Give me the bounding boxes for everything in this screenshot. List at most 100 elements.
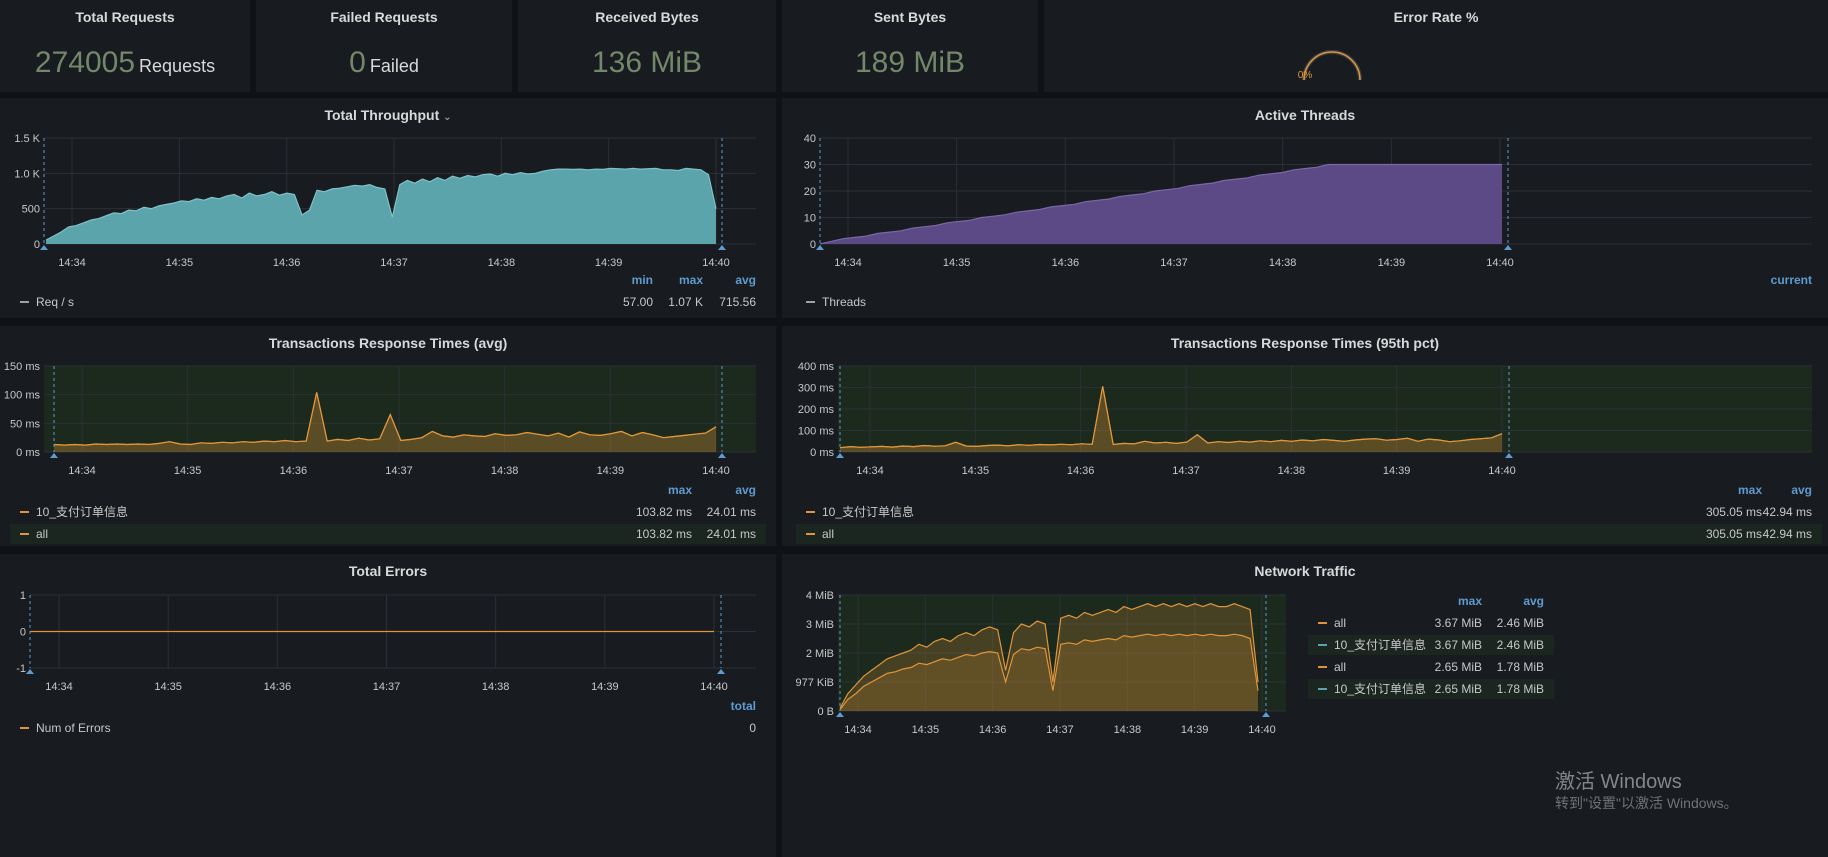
legend-value: 0 xyxy=(749,721,756,735)
series-line xyxy=(45,167,717,241)
x-tick-label: 14:37 xyxy=(380,257,408,269)
stat-received-bytes: Received Bytes 136 MiB xyxy=(518,0,776,92)
y-tick-label: 50 ms xyxy=(10,418,40,430)
legend-value: 57.00 xyxy=(623,295,653,309)
legend-header: max xyxy=(1738,483,1762,497)
x-tick-label: 14:36 xyxy=(264,681,292,693)
y-tick-label: 100 ms xyxy=(4,390,41,402)
legend-value: 305.05 ms xyxy=(1706,505,1762,519)
errors-chart: 1 0 -1 14:34 14:35 14:36 14:37 14:38 14:39 14:40t… xyxy=(16,590,756,735)
series-area xyxy=(840,386,1502,452)
stat-number: 274005 xyxy=(34,46,136,79)
stat-unit: Requests xyxy=(139,56,216,76)
x-tick-label: 14:40 xyxy=(702,257,730,269)
legend-header: avg xyxy=(1791,483,1812,497)
x-tick-label: 14:36 xyxy=(1067,465,1095,477)
x-tick-label: 14:34 xyxy=(58,257,86,269)
x-tick-label: 14:34 xyxy=(834,257,862,269)
stat-value: 274005 Requests xyxy=(0,46,250,80)
panel-title: Error Rate % xyxy=(1393,9,1479,25)
chevron-down-icon[interactable]: ⌄ xyxy=(443,112,452,123)
network-chart: 4 MiB 3 MiB 2 MiB 977 KiB 0 B 14:34 14:35 14:36… xyxy=(795,590,1554,736)
y-tick-label: 1.0 K xyxy=(14,168,40,180)
time-marker-handle xyxy=(718,453,726,458)
y-tick-label: 400 ms xyxy=(798,361,835,373)
x-tick-label: 14:40 xyxy=(702,465,730,477)
x-tick-label: 14:37 xyxy=(1160,257,1188,269)
x-tick-label: 14:35 xyxy=(912,724,940,736)
x-tick-label: 14:38 xyxy=(1114,724,1142,736)
x-tick-label: 14:39 xyxy=(1383,465,1411,477)
x-tick-label: 14:39 xyxy=(591,681,619,693)
panel-total-errors: Total Errors 1 0 -1 14:34 14:35 14:36 14:37 14:… xyxy=(0,554,776,857)
stat-value: 136 MiB xyxy=(591,46,703,79)
legend-header: current xyxy=(1771,273,1812,287)
legend-row-stripe xyxy=(796,524,1822,544)
legend-header: avg xyxy=(735,273,756,287)
x-tick-label: 14:35 xyxy=(962,465,990,477)
legend-value: 3.67 MiB xyxy=(1435,616,1482,630)
stat-unit: Failed xyxy=(369,56,419,76)
panel-title[interactable]: Total Throughput ⌄ xyxy=(0,107,776,123)
panel-title: Total Errors xyxy=(348,563,428,579)
legend-series-name: 10_支付订单信息 xyxy=(36,504,128,519)
x-tick-label: 14:38 xyxy=(491,465,519,477)
x-tick-label: 14:35 xyxy=(943,257,971,269)
legend-row-stripe xyxy=(1308,679,1554,699)
series-area xyxy=(840,386,1502,452)
x-tick-label: 14:40 xyxy=(1486,257,1514,269)
legend-value: 3.67 MiB xyxy=(1435,638,1482,652)
legend-value: 305.05 ms xyxy=(1706,527,1762,541)
y-tick-label: 1.5 K xyxy=(14,133,40,145)
panel-title: Transactions Response Times (95th pct) xyxy=(1170,335,1440,351)
y-tick-label: 300 ms xyxy=(798,383,835,395)
x-tick-label: 14:37 xyxy=(385,465,413,477)
series-line xyxy=(839,603,1259,709)
stat-number: 0 xyxy=(349,46,366,79)
x-tick-label: 14:38 xyxy=(1269,257,1297,269)
legend-series-name: all xyxy=(36,527,48,541)
panel-network-traffic: Network Traffic 4 MiB 3 MiB 2 MiB 977 KiB 0 … xyxy=(782,554,1828,857)
y-tick-label: 100 ms xyxy=(798,426,835,438)
y-tick-label: 4 MiB xyxy=(806,590,834,602)
x-tick-label: 14:38 xyxy=(488,257,516,269)
stat-total-requests: Total Requests 274005 Requests xyxy=(0,0,250,92)
stat-failed-requests: Failed Requests 0 Failed xyxy=(256,0,512,92)
panel-resp-avg: Transactions Response Times (avg) 150 ms… xyxy=(0,326,776,546)
legend-header: max xyxy=(668,483,692,497)
stat-value: 189 MiB xyxy=(854,46,966,79)
legend-header: total xyxy=(731,699,756,713)
legend-value: 42.94 ms xyxy=(1763,527,1812,541)
legend-series-name: Num of Errors xyxy=(36,721,111,735)
legend-value: 103.82 ms xyxy=(636,527,692,541)
y-tick-label: 0 xyxy=(34,239,40,251)
series-area xyxy=(54,392,716,452)
series-line xyxy=(53,392,717,446)
resp-avg-chart: 150 ms 100 ms 50 ms 0 ms 14:34 14:35 14:36 14:3… xyxy=(4,361,766,544)
y-tick-label: 3 MiB xyxy=(806,619,834,631)
time-marker-handle xyxy=(26,669,34,674)
time-marker-handle xyxy=(40,245,48,250)
x-tick-label: 14:35 xyxy=(174,465,202,477)
x-tick-label: 14:35 xyxy=(154,681,182,693)
resp-95-chart: 400 ms 300 ms 200 ms 100 ms 0 ms 14:34 14:35 14… xyxy=(796,361,1822,544)
x-tick-label: 14:39 xyxy=(597,465,625,477)
gauge-value: 0% xyxy=(1298,70,1313,81)
panel-title: Total Requests xyxy=(75,9,175,25)
throughput-chart: 1.5 K 1.0 K 500 0 14:34 14:35 14:36 14:37 14:38 1… xyxy=(14,133,756,309)
series-area xyxy=(46,168,716,244)
x-tick-label: 14:40 xyxy=(1488,465,1516,477)
windows-watermark-sub: 转到"设置"以激活 Windows。 xyxy=(1555,795,1738,811)
y-tick-label: 40 xyxy=(804,133,816,145)
legend-series-name: all xyxy=(1334,660,1346,674)
legend-series-name: Req / s xyxy=(36,295,74,309)
x-tick-label: 14:37 xyxy=(1172,465,1200,477)
panel-title: Network Traffic xyxy=(1254,563,1356,579)
panel-title: Active Threads xyxy=(1254,107,1356,123)
legend-series-name: all xyxy=(822,527,834,541)
threads-chart: 40 30 20 10 0 14:34 14:35 14:36 14:37 14:38 14:39 1… xyxy=(804,133,1812,309)
stat-value: 0 Failed xyxy=(256,46,512,80)
legend-value: 1.07 K xyxy=(668,295,703,309)
y-tick-label: 0 xyxy=(810,239,816,251)
x-tick-label: 14:39 xyxy=(1378,257,1406,269)
